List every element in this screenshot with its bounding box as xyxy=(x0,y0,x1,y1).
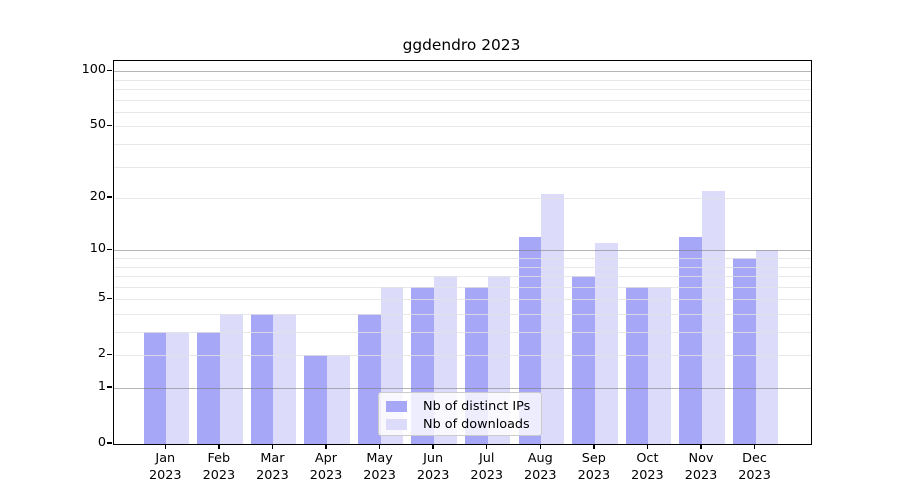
x-tick-mark xyxy=(485,444,488,450)
x-tick-mark xyxy=(218,444,220,450)
x-tick-mark xyxy=(432,444,434,450)
legend-label: Nb of downloads xyxy=(423,416,530,432)
x-tick-label-aug: Aug 2023 xyxy=(523,451,557,483)
x-tick-mark xyxy=(271,444,274,450)
bar-downloads-feb xyxy=(219,314,243,444)
gridline-major-100 xyxy=(114,71,811,73)
y-tick-label-2: 2 xyxy=(97,346,106,362)
bar-downloads-apr xyxy=(327,355,350,444)
y-tick-mark xyxy=(107,196,112,198)
x-tick-mark xyxy=(325,444,327,450)
legend-item-ips: Nb of distinct IPs xyxy=(386,398,533,416)
legend-label: Nb of distinct IPs xyxy=(423,399,531,415)
gridline-minor-40 xyxy=(114,144,811,146)
x-tick-mark xyxy=(753,444,756,450)
x-tick-label-jun: Jun 2023 xyxy=(416,451,450,483)
legend-item-downloads: Nb of downloads xyxy=(386,416,533,434)
bar-ips-feb xyxy=(197,332,220,444)
bar-ips-mar xyxy=(250,314,274,444)
gridline-minor-90 xyxy=(114,79,811,81)
x-tick-label-may: May 2023 xyxy=(363,451,396,483)
y-tick-mark xyxy=(107,69,112,72)
x-tick-mark xyxy=(539,444,542,450)
bar-ips-sep xyxy=(572,276,595,444)
y-tick-label-1: 1 xyxy=(97,379,106,395)
gridline-minor-70 xyxy=(114,99,811,101)
x-tick-label-oct: Oct 2023 xyxy=(631,451,664,483)
gridline-minor-30 xyxy=(114,166,811,168)
x-tick-label-dec: Dec 2023 xyxy=(738,451,771,483)
y-tick-mark xyxy=(107,442,112,444)
bar-downloads-sep xyxy=(594,243,618,444)
x-tick-label-jan: Jan 2023 xyxy=(149,451,182,483)
bar-downloads-aug xyxy=(541,194,564,444)
x-tick-mark xyxy=(164,444,167,450)
y-tick-label-20: 20 xyxy=(89,189,106,205)
y-tick-mark xyxy=(107,297,112,300)
bar-ips-dec xyxy=(732,258,756,444)
x-tick-label-mar: Mar 2023 xyxy=(256,451,289,483)
x-tick-label-feb: Feb 2023 xyxy=(202,451,236,483)
y-tick-label-50: 50 xyxy=(89,117,106,133)
chart-title: ggdendro 2023 xyxy=(402,36,521,54)
y-tick-label-10: 10 xyxy=(89,241,106,257)
y-tick-label-0: 0 xyxy=(97,435,106,450)
bar-ips-jan xyxy=(143,332,167,444)
x-tick-mark xyxy=(593,444,595,450)
x-tick-label-nov: Nov 2023 xyxy=(684,451,718,483)
y-tick-mark xyxy=(107,353,112,356)
bar-ips-nov xyxy=(679,236,702,444)
bar-ips-may xyxy=(357,314,381,444)
bar-downloads-oct xyxy=(648,286,672,444)
gridline-minor-80 xyxy=(114,89,811,91)
bar-ips-oct xyxy=(625,286,649,444)
x-tick-label-sep: Sep 2023 xyxy=(577,451,611,483)
legend: Nb of distinct IPs Nb of downloads xyxy=(378,392,542,436)
y-tick-mark xyxy=(107,386,112,388)
plot-area xyxy=(113,60,812,445)
x-tick-mark xyxy=(378,444,381,450)
gridline-minor-50 xyxy=(114,126,811,128)
y-tick-label-5: 5 xyxy=(97,290,106,306)
legend-swatch-downloads xyxy=(386,418,407,430)
bar-downloads-jan xyxy=(166,332,189,444)
bar-downloads-dec xyxy=(755,250,779,444)
bar-downloads-nov xyxy=(702,190,725,444)
x-tick-mark xyxy=(700,444,702,450)
legend-swatch-ips xyxy=(386,401,407,413)
bar-ips-apr xyxy=(304,355,327,444)
x-tick-mark xyxy=(646,444,649,450)
y-tick-mark xyxy=(107,248,112,251)
y-tick-mark xyxy=(107,124,112,127)
x-tick-label-jul: Jul 2023 xyxy=(470,451,503,483)
x-tick-label-apr: Apr 2023 xyxy=(309,451,343,483)
bar-downloads-mar xyxy=(273,314,297,444)
y-tick-label-100: 100 xyxy=(81,62,106,78)
gridline-minor-60 xyxy=(114,112,811,113)
